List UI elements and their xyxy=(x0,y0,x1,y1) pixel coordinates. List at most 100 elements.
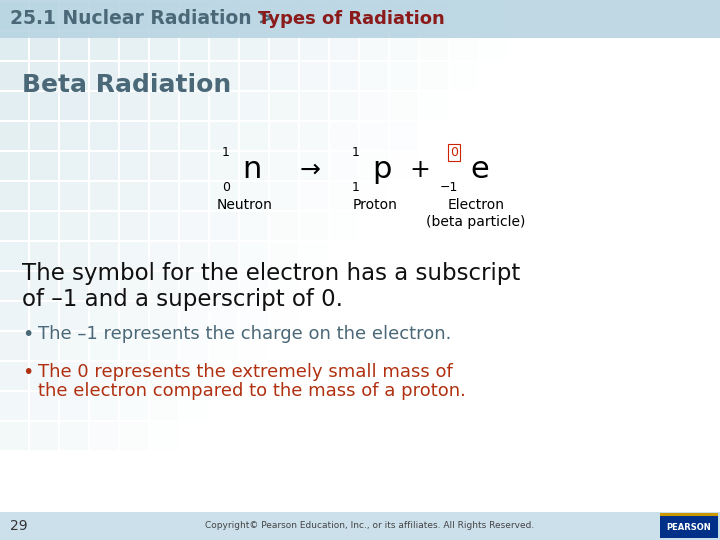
Text: The symbol for the electron has a subscript: The symbol for the electron has a subscr… xyxy=(22,262,521,285)
Bar xyxy=(60,332,88,360)
Bar xyxy=(0,302,28,330)
Text: n: n xyxy=(242,156,261,185)
Bar xyxy=(60,32,88,60)
Bar xyxy=(450,32,478,60)
Text: p: p xyxy=(372,156,392,185)
Bar xyxy=(390,92,418,120)
Text: Proton: Proton xyxy=(353,198,397,212)
Bar xyxy=(300,92,328,120)
Bar xyxy=(120,242,148,270)
Bar xyxy=(360,62,388,90)
Bar xyxy=(240,92,268,120)
Bar xyxy=(150,182,178,210)
Text: •: • xyxy=(22,363,33,382)
Bar xyxy=(270,92,298,120)
Bar xyxy=(150,122,178,150)
Bar xyxy=(360,122,388,150)
Bar xyxy=(0,212,28,240)
Bar xyxy=(300,182,328,210)
Text: Types of Radiation: Types of Radiation xyxy=(258,10,445,28)
Bar xyxy=(30,122,58,150)
Bar xyxy=(120,2,148,30)
Bar xyxy=(210,62,238,90)
Bar xyxy=(210,182,238,210)
Bar xyxy=(210,122,238,150)
Bar xyxy=(270,242,298,270)
Bar xyxy=(180,242,208,270)
Text: Beta Radiation: Beta Radiation xyxy=(22,73,231,97)
Bar xyxy=(150,62,178,90)
Bar xyxy=(30,422,58,450)
Bar xyxy=(180,182,208,210)
Bar xyxy=(0,422,28,450)
Bar xyxy=(60,212,88,240)
Bar xyxy=(300,242,328,270)
Bar xyxy=(330,62,358,90)
Bar xyxy=(240,152,268,180)
Bar xyxy=(180,122,208,150)
Bar xyxy=(420,92,448,120)
Bar xyxy=(480,32,508,60)
Bar xyxy=(0,62,28,90)
Bar xyxy=(150,422,178,450)
Bar xyxy=(30,242,58,270)
Bar xyxy=(390,32,418,60)
Bar xyxy=(30,152,58,180)
Bar xyxy=(90,272,118,300)
Bar xyxy=(300,212,328,240)
Bar xyxy=(120,332,148,360)
Bar xyxy=(480,2,508,30)
Bar xyxy=(120,152,148,180)
Bar xyxy=(120,122,148,150)
Bar xyxy=(240,32,268,60)
Bar xyxy=(90,92,118,120)
Bar xyxy=(180,302,208,330)
Bar xyxy=(240,2,268,30)
Bar xyxy=(0,392,28,420)
Bar xyxy=(60,242,88,270)
Bar xyxy=(120,182,148,210)
Bar xyxy=(150,242,178,270)
Bar xyxy=(120,302,148,330)
Bar xyxy=(60,2,88,30)
Bar xyxy=(60,362,88,390)
Bar xyxy=(90,302,118,330)
Text: of –1 and a superscript of 0.: of –1 and a superscript of 0. xyxy=(22,288,343,311)
Bar xyxy=(360,2,388,30)
Bar xyxy=(360,32,388,60)
Bar xyxy=(120,392,148,420)
Bar xyxy=(120,422,148,450)
Bar xyxy=(210,32,238,60)
Bar xyxy=(270,212,298,240)
Bar xyxy=(0,362,28,390)
Bar xyxy=(390,2,418,30)
Bar xyxy=(330,152,358,180)
Bar xyxy=(270,152,298,180)
Bar xyxy=(60,302,88,330)
Bar xyxy=(90,122,118,150)
Bar xyxy=(210,302,238,330)
Bar xyxy=(90,212,118,240)
Bar xyxy=(390,62,418,90)
Bar xyxy=(270,302,298,330)
Bar xyxy=(150,212,178,240)
Bar xyxy=(240,332,268,360)
Bar xyxy=(360,182,388,210)
Bar xyxy=(90,332,118,360)
Bar xyxy=(0,92,28,120)
Bar xyxy=(420,32,448,60)
Bar xyxy=(0,122,28,150)
Bar xyxy=(90,2,118,30)
Bar xyxy=(150,32,178,60)
Bar xyxy=(180,32,208,60)
Bar xyxy=(180,152,208,180)
Bar xyxy=(180,392,208,420)
Bar xyxy=(30,212,58,240)
Bar xyxy=(420,2,448,30)
Bar xyxy=(0,242,28,270)
Bar xyxy=(120,32,148,60)
Bar xyxy=(120,212,148,240)
Bar xyxy=(180,212,208,240)
Bar xyxy=(180,92,208,120)
Bar xyxy=(210,2,238,30)
